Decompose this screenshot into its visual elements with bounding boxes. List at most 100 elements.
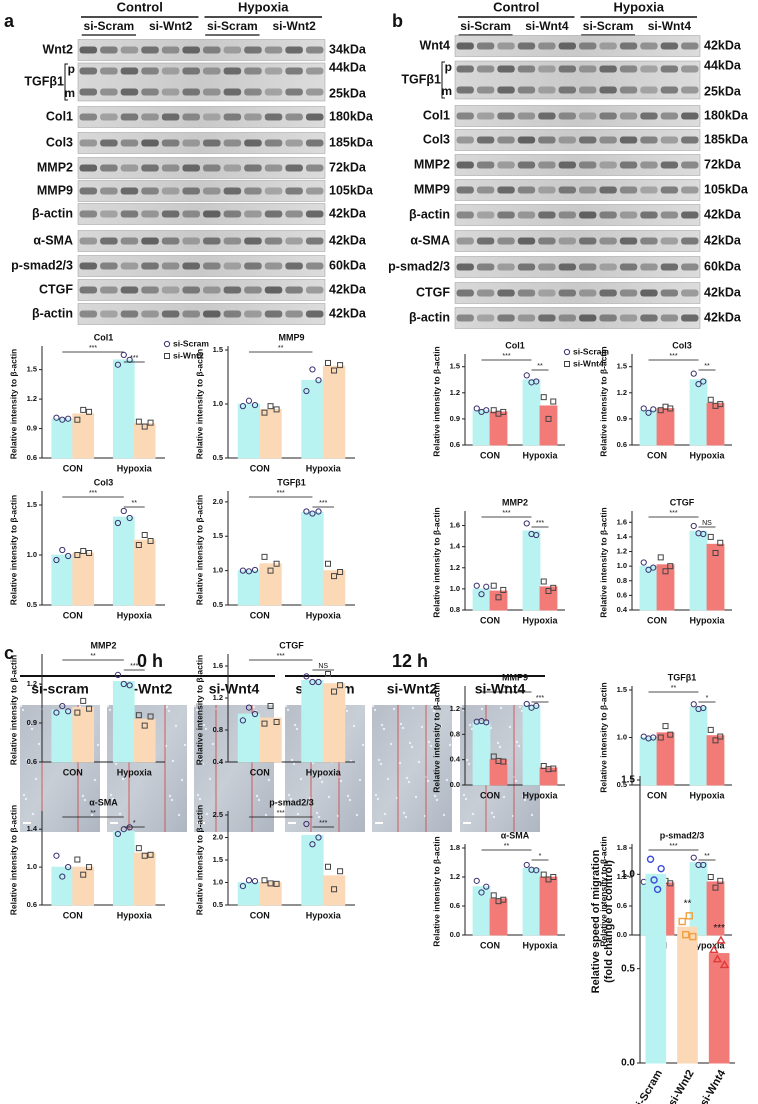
protein-label: β-actin [409,310,450,324]
blot-band [182,139,200,147]
bar [112,359,135,459]
bar [322,875,346,906]
blot-band [182,262,200,270]
blot-band [203,113,221,121]
blot-band [599,42,617,50]
data-point [707,396,714,403]
size-label: 72kDa [329,160,367,174]
bar [259,717,282,763]
data-point [690,370,697,377]
blot-band [579,136,597,144]
cell [25,758,29,762]
cell [183,743,187,747]
cell [386,777,390,781]
cell [399,722,403,726]
group-label: Control [117,0,163,14]
bar [472,721,491,786]
y-axis-label: Relative intensity to β-actin [431,507,441,618]
blot-band [517,186,536,194]
x-tick-label: Hypoxia [689,790,725,800]
data-point [267,567,274,574]
blot-band [456,186,474,194]
data-point [685,912,693,920]
blot-band [141,262,159,270]
chart-title: MMP9 [278,332,304,342]
sig-label: *** [669,843,677,850]
blot-band [264,164,283,172]
blot-band [285,237,303,245]
cell [352,724,356,728]
x-tick-label: Hypoxia [306,910,342,920]
data-point [490,892,497,899]
x-tick-label: CON [63,767,83,777]
bar [237,882,261,906]
blot-band [182,46,200,54]
y-tick-label: 0.6 [27,453,37,462]
panel-label: b [392,11,403,31]
blot-band [660,289,679,297]
cell [327,795,331,799]
data-point [646,855,655,863]
blot-band [558,161,576,169]
cell [358,778,362,782]
blot-band [619,42,638,50]
cell [286,708,290,712]
y-axis-label: Relative intensity to β-actin [431,346,441,457]
blot-band [660,186,679,194]
blot-band [558,65,576,73]
lane-label: si-Scram [207,19,258,33]
bar [522,867,541,936]
blot-band [640,289,658,297]
blot-band [619,86,638,94]
protein-label: Col1 [46,109,73,123]
blot-band [244,286,262,294]
y-tick-label: 1.8 [617,843,627,852]
blot-band [497,314,515,322]
sig-label: *** [277,810,285,817]
data-point [80,406,87,413]
image-label: si-scram [31,681,89,697]
blot-band [223,139,242,147]
sig-label: * [706,695,709,702]
cell [432,709,436,713]
cell [292,762,296,766]
cell [346,794,350,798]
blot-band [305,67,324,75]
y-axis-label: Relative intensity to β-actin [598,836,608,947]
sig-label: ** [90,653,96,660]
scale-bar [23,822,31,824]
y-tick-label: 1.8 [450,843,460,852]
blot-band [619,161,638,169]
bar [645,873,667,1064]
y-tick-label: 2.0 [213,832,223,841]
y-tick-label: 0.5 [213,900,223,909]
cell [170,798,174,802]
size-label: 60kDa [704,259,742,273]
chart-title: MMP9 [502,672,528,682]
legend-label: si-Scram [573,346,609,356]
y-axis-label: Relative intensity to β-actin [8,655,18,766]
cell [24,797,28,801]
cell [211,742,215,746]
blot-band [203,139,221,147]
cell [377,758,381,762]
blot-band [497,42,515,50]
blot-band [476,136,495,144]
x-tick-label: Hypoxia [689,450,725,460]
blot-band [558,86,576,94]
blot-strip [454,154,701,176]
blot-band [223,237,242,245]
blot-band [100,67,118,75]
cell [355,813,359,817]
data-point [86,408,93,415]
cell [174,724,178,728]
data-point [533,378,540,385]
blot-band [579,211,597,219]
y-tick-label: 0.8 [213,725,223,734]
size-label: 34kDa [329,42,367,56]
cell [376,797,380,801]
blot-band [517,112,536,120]
blot-band [476,211,495,219]
y-tick-label: 1.5 [213,855,223,864]
blot-band [120,67,139,75]
